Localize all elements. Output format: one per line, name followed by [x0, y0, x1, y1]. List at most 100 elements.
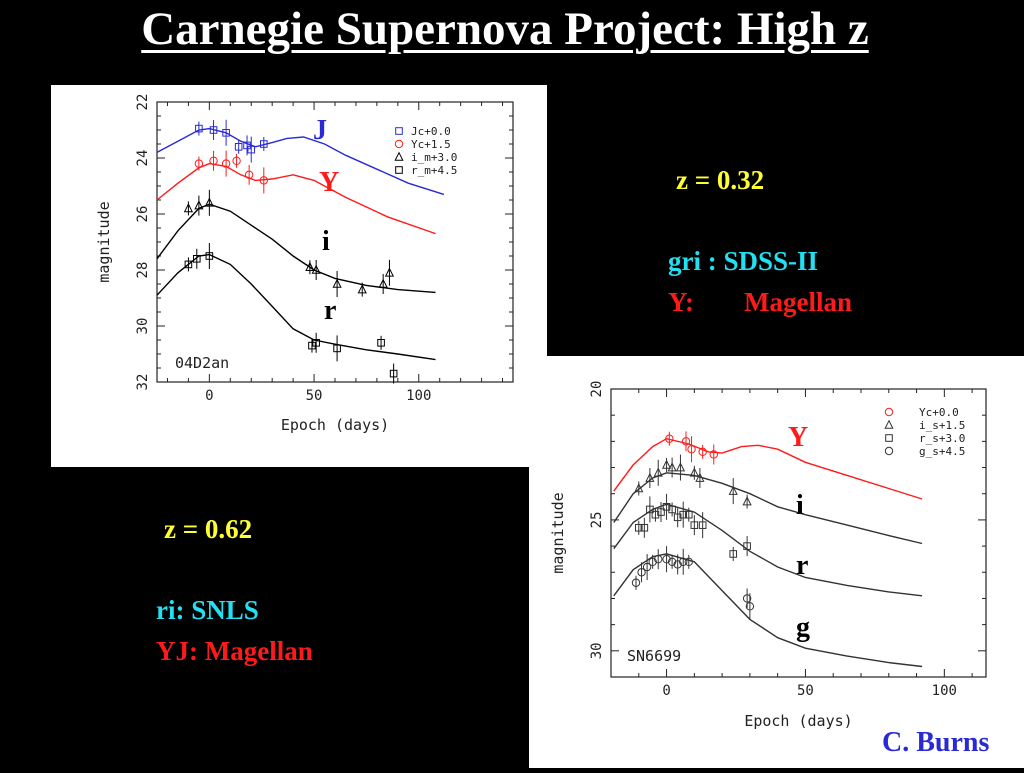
legend-marker: [884, 407, 894, 417]
data-point: [195, 124, 203, 133]
data-point: [384, 267, 395, 277]
data-point: [311, 264, 321, 274]
data-point: [646, 505, 654, 514]
data-point: [305, 261, 315, 271]
data-point: [184, 260, 193, 269]
x-tick-label: 0: [662, 683, 670, 699]
data-point: [698, 447, 707, 457]
y-tick-label: 28: [135, 262, 151, 279]
data-point: [631, 578, 641, 587]
data-point: [260, 140, 268, 148]
data-point: [684, 557, 693, 567]
data-point: [648, 557, 657, 567]
data-point: [377, 339, 385, 347]
data-point: [332, 278, 342, 288]
data-point: [194, 200, 204, 210]
y-tick-label: 32: [135, 374, 151, 391]
band-label-J: J: [313, 115, 327, 146]
data-point: [679, 510, 688, 519]
survey-label-left: ri: SNLS: [156, 595, 259, 625]
data-point: [661, 459, 672, 469]
data-point: [742, 496, 752, 506]
legend-marker: [395, 166, 403, 174]
data-point: [651, 510, 660, 519]
plot-frame: [610, 388, 987, 678]
light-curve-chart-04D2an: 0 50 100 22 24 26 28 30 32 Epoch (days) magnitude 0…: [95, 94, 514, 434]
y-tick-label: 26: [135, 206, 151, 223]
data-point: [259, 176, 269, 185]
y-tick-label: 25: [589, 511, 605, 528]
data-point: [662, 503, 671, 511]
legend-marker: [395, 127, 403, 135]
data-point: [183, 202, 194, 213]
band-label-g: g: [796, 612, 810, 643]
data-point: [222, 129, 230, 137]
object-name-label: 04D2an: [175, 354, 229, 372]
data-point: [243, 141, 251, 150]
data-point: [675, 462, 686, 472]
legend-entry: g_s+4.5: [919, 445, 965, 458]
series-line-i_s+1.5: [613, 472, 923, 545]
data-point: [665, 434, 674, 443]
data-point: [673, 560, 682, 569]
data-point: [378, 278, 388, 288]
x-axis-label: Epoch (days): [744, 712, 852, 730]
legend-entry: r_m+4.5: [411, 164, 457, 177]
y-tick-label: 22: [135, 94, 151, 111]
y-tick-label: 30: [135, 318, 151, 335]
data-point: [244, 170, 254, 180]
legend-entry: i_s+1.5: [919, 419, 965, 432]
data-point: [634, 523, 643, 532]
data-point: [221, 159, 231, 168]
y-tick-label: 24: [135, 150, 151, 167]
data-point: [698, 521, 707, 529]
data-point: [690, 521, 699, 529]
data-point: [743, 542, 751, 550]
chart-panel-SN6699: 0 50 100 20 25 30 Epoch (days) magnitude SN6699 Y…: [529, 356, 1024, 768]
data-point: [637, 568, 646, 577]
nir-telescope-label-right: Magellan: [744, 287, 852, 317]
data-point: [209, 156, 218, 166]
data-point: [634, 483, 644, 493]
data-point: [204, 197, 214, 207]
series-line-Yc+0.0: [613, 437, 923, 500]
nir-band-label-right: Y:: [668, 287, 695, 317]
legend-entry: r_s+3.0: [919, 432, 965, 445]
data-point: [673, 513, 682, 522]
legend-marker: [394, 139, 404, 149]
data-point: [657, 508, 665, 516]
x-tick-label: 100: [406, 388, 431, 404]
series-line-Jc+0.0: [156, 127, 445, 196]
data-point: [689, 467, 699, 477]
data-point: [389, 369, 398, 378]
data-point: [642, 562, 652, 572]
data-point: [357, 284, 367, 294]
data-point: [209, 126, 218, 134]
data-point: [684, 510, 693, 519]
data-point: [247, 145, 256, 154]
data-point: [333, 344, 341, 353]
x-tick-label: 50: [306, 388, 323, 404]
data-point: [742, 594, 752, 603]
page-title: Carnegie Supernova Project: High z: [141, 3, 869, 55]
data-point: [192, 255, 201, 263]
series-line-g_s+4.5: [613, 553, 923, 668]
legend-entry: Yc+0.0: [919, 406, 959, 419]
data-point: [681, 437, 691, 446]
data-point: [234, 143, 243, 151]
series-line-r_m+4.5: [156, 253, 436, 361]
redshift-label-left: z = 0.62: [164, 514, 253, 544]
legend-marker: [884, 419, 894, 429]
data-point: [654, 554, 663, 564]
data-point: [653, 467, 663, 477]
data-point: [667, 462, 677, 472]
band-label-Y: Y: [319, 167, 339, 198]
data-point: [645, 472, 655, 482]
data-point: [205, 252, 214, 260]
light-curve-chart-SN6699: 0 50 100 20 25 30 Epoch (days) magnitude SN6699 Y…: [549, 381, 987, 730]
data-point: [194, 159, 204, 168]
data-point: [662, 554, 671, 564]
nir-label-left: YJ: Magellan: [156, 636, 313, 666]
redshift-label-right: z = 0.32: [676, 165, 765, 195]
survey-label-right: gri : SDSS-II: [668, 246, 819, 276]
